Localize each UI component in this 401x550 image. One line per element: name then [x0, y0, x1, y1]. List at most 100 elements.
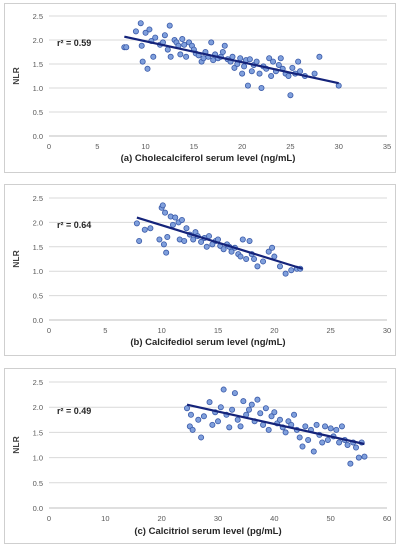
data-point [183, 225, 190, 232]
data-point [299, 443, 306, 450]
x-tick-label: 15 [214, 326, 222, 335]
data-point [183, 53, 190, 60]
data-point [144, 65, 151, 72]
data-point [282, 429, 289, 436]
data-point [161, 32, 168, 39]
data-point [136, 237, 143, 244]
data-point [132, 28, 139, 35]
data-point [206, 399, 213, 406]
x-tick-label: 35 [383, 142, 391, 151]
data-point [270, 58, 277, 65]
x-tick-label: 30 [383, 326, 391, 335]
x-tick-label: 25 [326, 326, 334, 335]
y-tick-label: 1.0 [33, 84, 43, 93]
data-point [322, 423, 329, 430]
y-tick-label: 1.5 [33, 60, 43, 69]
data-point [336, 439, 343, 446]
data-point [141, 226, 148, 233]
r-squared-annotation: r² = 0.64 [57, 220, 91, 230]
data-point [203, 243, 210, 250]
data-point [138, 42, 145, 49]
data-point [228, 248, 235, 255]
data-point [219, 49, 226, 56]
data-point [275, 61, 282, 68]
x-tick-label: 20 [157, 514, 165, 523]
data-point [355, 454, 362, 461]
data-point [268, 73, 275, 80]
x-tick-label: 15 [190, 142, 198, 151]
data-point [277, 55, 284, 62]
data-point [310, 448, 317, 455]
data-point [313, 421, 320, 428]
x-tick-label: 5 [103, 326, 107, 335]
panel-a: 0.0 0.5 1.0 1.5 2.0 2.5 0 5 10 15 20 25 30 35 NLR (a) C… [4, 3, 396, 173]
panel-b: 0.0 0.5 1.0 1.5 2.0 2.5 0 5 10 15 20 25 30 NLR (b) Cal… [4, 184, 396, 356]
data-point [258, 85, 265, 92]
y-tick-label: 0.0 [33, 504, 43, 513]
data-point [226, 424, 233, 431]
y-tick-label: 2.0 [33, 218, 43, 227]
data-point [296, 434, 303, 441]
y-axis-label: NLR [11, 436, 21, 453]
data-point [302, 423, 309, 430]
y-axis-label: NLR [11, 250, 21, 267]
data-point [209, 421, 216, 428]
data-point [271, 409, 278, 416]
x-tick-label: 10 [157, 326, 165, 335]
data-point [208, 39, 215, 46]
panel-c: 0.0 0.5 1.0 1.5 2.0 2.5 0 10 20 30 40 50 60 NLR (c) Ca… [4, 368, 396, 544]
data-point [361, 453, 368, 460]
data-point [178, 216, 185, 223]
data-point [139, 58, 146, 65]
data-point [353, 444, 360, 451]
data-point [237, 55, 244, 62]
data-point [289, 64, 296, 71]
data-point [338, 423, 345, 430]
data-point [237, 253, 244, 260]
data-point [152, 34, 159, 41]
y-tick-label: 1.0 [33, 454, 43, 463]
x-tick-label: 5 [95, 142, 99, 151]
data-point [243, 256, 250, 263]
x-tick-label: 0 [47, 326, 51, 335]
trendline [136, 216, 303, 270]
data-point [169, 221, 176, 228]
data-point [184, 405, 191, 412]
x-tick-label: 10 [141, 142, 149, 151]
x-tick-label: 25 [286, 142, 294, 151]
data-point [229, 406, 236, 413]
data-point [297, 68, 304, 75]
data-point [198, 238, 205, 245]
x-tick-label: 30 [214, 514, 222, 523]
data-point [142, 29, 149, 36]
data-point [333, 426, 340, 433]
y-tick-label: 1.5 [33, 243, 43, 252]
data-point [181, 237, 188, 244]
data-point [347, 460, 354, 467]
data-point [159, 202, 166, 209]
data-point [198, 434, 205, 441]
data-point [254, 263, 261, 270]
data-point [265, 248, 272, 255]
data-point [266, 55, 273, 62]
y-tick-label: 2.0 [33, 36, 43, 45]
x-axis-label: (c) Calcitriol serum level (pg/mL) [134, 526, 281, 537]
data-point [177, 51, 184, 58]
data-point [181, 41, 188, 48]
data-point [344, 442, 351, 449]
data-point [234, 416, 241, 423]
data-point [240, 398, 247, 405]
data-point [265, 426, 272, 433]
data-point [133, 220, 140, 227]
x-tick-label: 40 [270, 514, 278, 523]
data-point [260, 258, 267, 265]
data-point [291, 411, 298, 418]
data-point [166, 22, 173, 29]
data-point [123, 44, 130, 51]
data-point [162, 209, 169, 216]
chart-a: 0.0 0.5 1.0 1.5 2.0 2.5 0 5 10 15 20 25 30 35 NLR (a) C… [11, 12, 391, 164]
data-point [319, 439, 326, 446]
data-point [324, 436, 331, 443]
data-point [254, 396, 261, 403]
